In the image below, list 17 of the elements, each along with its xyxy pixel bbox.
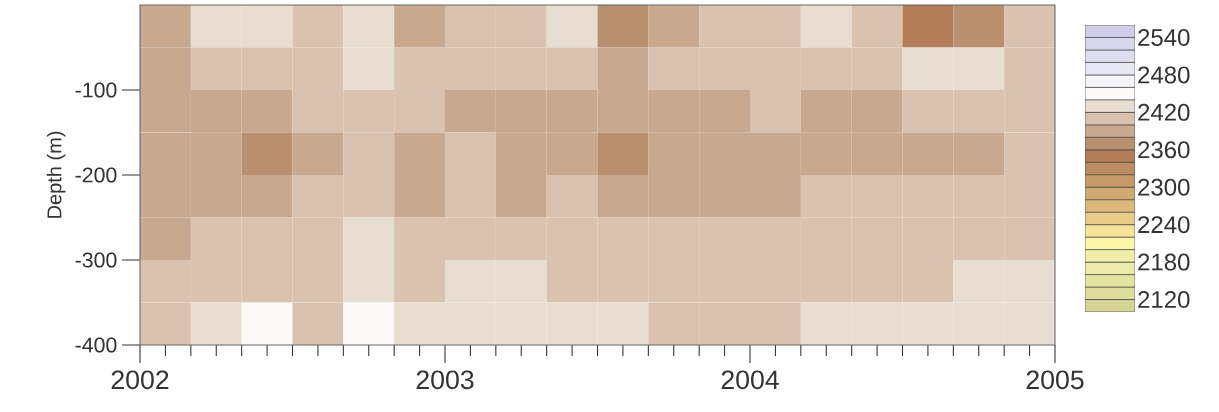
color-bar-label: 2360: [1138, 141, 1190, 159]
y-tick-label: -200: [75, 167, 117, 183]
y-tick-label: -300: [75, 252, 117, 268]
y-axis-title: Depth (m): [46, 131, 66, 218]
color-bar-label: 2180: [1138, 253, 1190, 271]
x-tick-label: 2005: [1026, 370, 1084, 390]
y-tick-label: -400: [75, 337, 117, 353]
color-bar-label: 2540: [1138, 28, 1190, 46]
y-tick-label: -100: [75, 82, 117, 98]
color-bar-label: 2300: [1138, 178, 1190, 196]
color-bar-label: 2120: [1138, 291, 1190, 309]
color-bar-label: 2240: [1138, 216, 1190, 234]
x-tick-label: 2003: [416, 370, 474, 390]
color-bar-label: 2420: [1138, 103, 1190, 121]
color-bar-label: 2480: [1138, 66, 1190, 84]
x-tick-label: 2004: [721, 370, 779, 390]
x-tick-label: 2002: [111, 370, 169, 390]
